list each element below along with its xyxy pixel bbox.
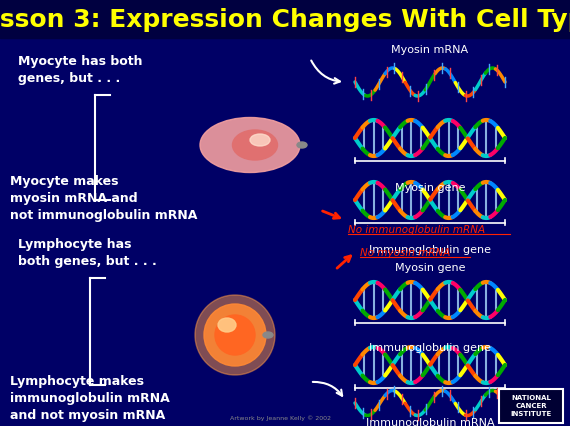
Ellipse shape [233,130,278,160]
Text: Immunoglobulin mRNA: Immunoglobulin mRNA [366,418,494,426]
Ellipse shape [200,118,300,173]
Text: Immunoglobulin gene: Immunoglobulin gene [369,343,491,353]
Text: Lymphocyte makes
immunoglobulin mRNA
and not myosin mRNA: Lymphocyte makes immunoglobulin mRNA and… [10,375,170,422]
Ellipse shape [204,304,266,366]
FancyBboxPatch shape [499,389,563,423]
Ellipse shape [297,142,307,148]
Text: Artwork by Jeanne Kelly © 2002: Artwork by Jeanne Kelly © 2002 [230,415,331,421]
Ellipse shape [218,318,236,332]
Text: No myosin mRNA: No myosin mRNA [360,248,450,258]
Text: Myosin gene: Myosin gene [395,263,465,273]
Text: Immunoglobulin gene: Immunoglobulin gene [369,245,491,255]
Ellipse shape [195,295,275,375]
Text: Myosin mRNA: Myosin mRNA [392,45,469,55]
Bar [0,0,570,38]
Text: Myocyte has both
genes, but . . .: Myocyte has both genes, but . . . [18,55,142,85]
Text: Lesson 3: Expression Changes With Cell Type: Lesson 3: Expression Changes With Cell T… [0,8,570,32]
Ellipse shape [215,315,255,355]
Ellipse shape [250,134,270,146]
Text: Lymphocyte has
both genes, but . . .: Lymphocyte has both genes, but . . . [18,238,157,268]
Text: Myocyte makes
myosin mRNA and
not immunoglobulin mRNA: Myocyte makes myosin mRNA and not immuno… [10,175,197,222]
Text: No immunoglobulin mRNA: No immunoglobulin mRNA [348,225,485,235]
Ellipse shape [263,332,273,338]
Text: NATIONAL
CANCER
INSTITUTE: NATIONAL CANCER INSTITUTE [510,395,552,417]
Text: Myosin gene: Myosin gene [395,183,465,193]
